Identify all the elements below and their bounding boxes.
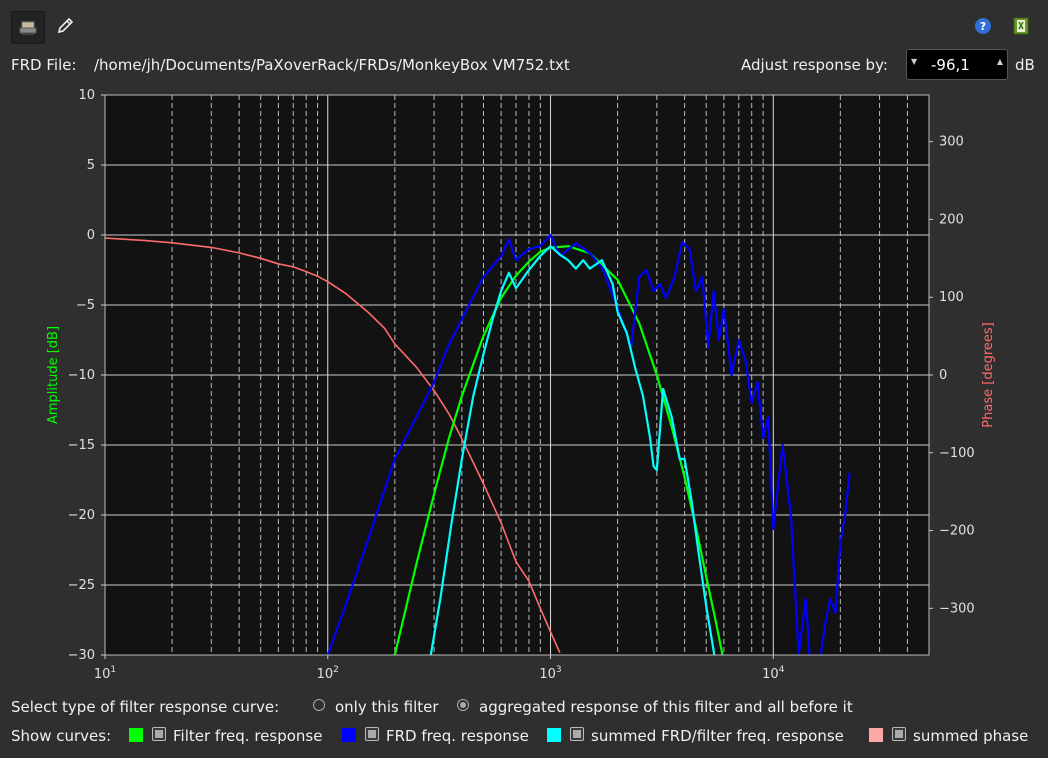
frd-file-label: FRD File:	[11, 56, 77, 74]
filter-response-line	[393, 245, 724, 655]
filter-freq-checkbox[interactable]	[152, 727, 166, 741]
summed-phase-label[interactable]: summed phase	[913, 727, 1029, 745]
y-tick-label: −15	[68, 438, 95, 453]
frd-response-line	[326, 233, 851, 655]
y-tick-label: −20	[68, 508, 95, 523]
help-icon: ?	[975, 18, 991, 34]
y-axis-label: Amplitude [dB]	[46, 326, 61, 424]
stamp-tool-button[interactable]	[11, 11, 45, 44]
spin-down-icon[interactable]: ▼	[911, 57, 918, 66]
frd-freq-label[interactable]: FRD freq. response	[386, 727, 529, 745]
y2-tick-label: 0	[939, 368, 947, 383]
y2-tick-label: −200	[939, 524, 975, 539]
export-button[interactable]	[1009, 14, 1033, 38]
y-tick-label: 10	[78, 88, 95, 103]
aggregated-response-label[interactable]: aggregated response of this filter and a…	[479, 698, 853, 716]
show-curves-label: Show curves:	[11, 727, 112, 745]
stamp-icon	[19, 21, 37, 35]
y2-axis-label: Phase [degrees]	[981, 322, 996, 427]
frd-freq-swatch	[342, 728, 356, 742]
summed-freq-checkbox[interactable]	[570, 727, 584, 741]
export-icon	[1013, 17, 1029, 35]
plot-frame	[104, 94, 930, 656]
frd-freq-checkbox[interactable]	[365, 727, 379, 741]
adjust-response-label: Adjust response by:	[741, 56, 888, 74]
y2-tick-label: −300	[939, 601, 975, 616]
adjust-response-spinbox[interactable]: ▼ -96,1 ▲	[906, 49, 1008, 80]
summed-freq-swatch	[547, 728, 561, 742]
y-tick-label: −5	[76, 298, 95, 313]
help-button[interactable]: ?	[971, 14, 995, 38]
summed-phase-swatch	[869, 728, 883, 742]
only-this-filter-radio[interactable]	[313, 699, 325, 711]
y-tick-label: 0	[87, 228, 95, 243]
adjust-response-unit: dB	[1015, 56, 1035, 74]
summed-phase-checkbox[interactable]	[892, 727, 906, 741]
frd-file-path: /home/jh/Documents/PaXoverRack/FRDs/Monk…	[94, 56, 570, 74]
edit-button[interactable]	[53, 14, 77, 38]
spin-up-icon[interactable]: ▲	[996, 57, 1003, 66]
x-tick-label: 104	[762, 665, 785, 682]
plot-curves	[105, 233, 851, 655]
y-tick-label: −30	[68, 648, 95, 663]
y2-tick-label: 100	[939, 290, 964, 305]
y2-tick-label: 300	[939, 135, 964, 150]
y-tick-label: 5	[87, 158, 95, 173]
pencil-icon	[57, 17, 74, 34]
y2-tick-label: −100	[939, 446, 975, 461]
y2-tick-label: 200	[939, 212, 964, 227]
plot-axes: 10 5 0 −5 −10 −15 −20 −25 −30 300 200 100 0 −100 −200 −…	[46, 88, 996, 682]
aggregated-response-radio[interactable]	[457, 699, 469, 711]
filter-freq-label[interactable]: Filter freq. response	[173, 727, 323, 745]
only-this-filter-label[interactable]: only this filter	[335, 698, 439, 716]
svg-text:?: ?	[980, 20, 986, 33]
y-tick-label: −10	[68, 368, 95, 383]
x-tick-label: 103	[539, 665, 561, 682]
x-tick-label: 102	[317, 665, 339, 682]
x-tick-label: 101	[94, 665, 116, 682]
summed-response-line	[429, 245, 716, 655]
filter-freq-swatch	[129, 728, 143, 742]
summed-phase-line	[105, 237, 561, 654]
adjust-response-value[interactable]: -96,1	[931, 56, 970, 74]
summed-freq-label[interactable]: summed FRD/filter freq. response	[591, 727, 844, 745]
response-plot: 10 5 0 −5 −10 −15 −20 −25 −30 300 200 100 0 −100 −200 −…	[46, 88, 996, 682]
y-tick-label: −25	[68, 578, 95, 593]
filter-type-label: Select type of filter response curve:	[11, 698, 280, 716]
